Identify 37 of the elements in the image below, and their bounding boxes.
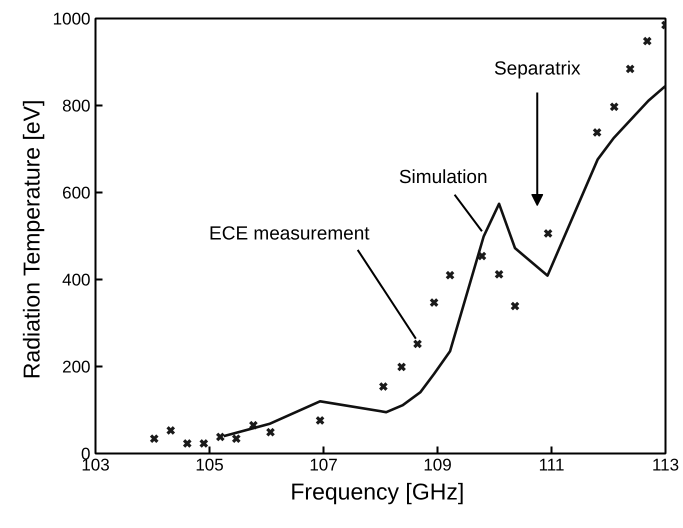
point (166, 426, 176, 436)
point (592, 128, 602, 138)
point (315, 416, 325, 426)
x-tick-label: 111 (538, 456, 564, 474)
annotation: ECE measurement (209, 224, 370, 245)
point (396, 362, 406, 372)
point (477, 251, 487, 261)
x-tick-label: 105 (195, 456, 224, 474)
point (149, 434, 159, 444)
annotation: Separatrix (494, 58, 582, 80)
point (494, 270, 504, 280)
point (232, 434, 242, 444)
x-tick-label: 107 (309, 456, 338, 474)
y-tick-label: 800 (62, 96, 91, 116)
point (445, 270, 455, 280)
point (199, 438, 209, 448)
point (642, 36, 652, 46)
point (182, 438, 192, 448)
point (429, 298, 439, 308)
x-axis-title: Frequency [GHz] (290, 478, 464, 504)
point (625, 64, 635, 74)
y-tick-label: 400 (62, 270, 91, 290)
point (510, 301, 520, 311)
point (378, 382, 388, 392)
y-tick-label: 200 (62, 358, 91, 376)
point (266, 427, 276, 437)
y-axis-title: Radiation Temperature [eV] (18, 100, 45, 380)
x-tick-label: 113 (652, 456, 680, 474)
point (248, 420, 258, 430)
x-tick-label: 109 (423, 456, 452, 474)
point (216, 432, 226, 442)
point (412, 339, 422, 349)
point (543, 228, 553, 238)
point (609, 102, 619, 112)
y-tick-label: 1000 (52, 10, 91, 28)
annotation: Simulation (398, 167, 488, 188)
y-tick-label: 600 (62, 184, 91, 202)
